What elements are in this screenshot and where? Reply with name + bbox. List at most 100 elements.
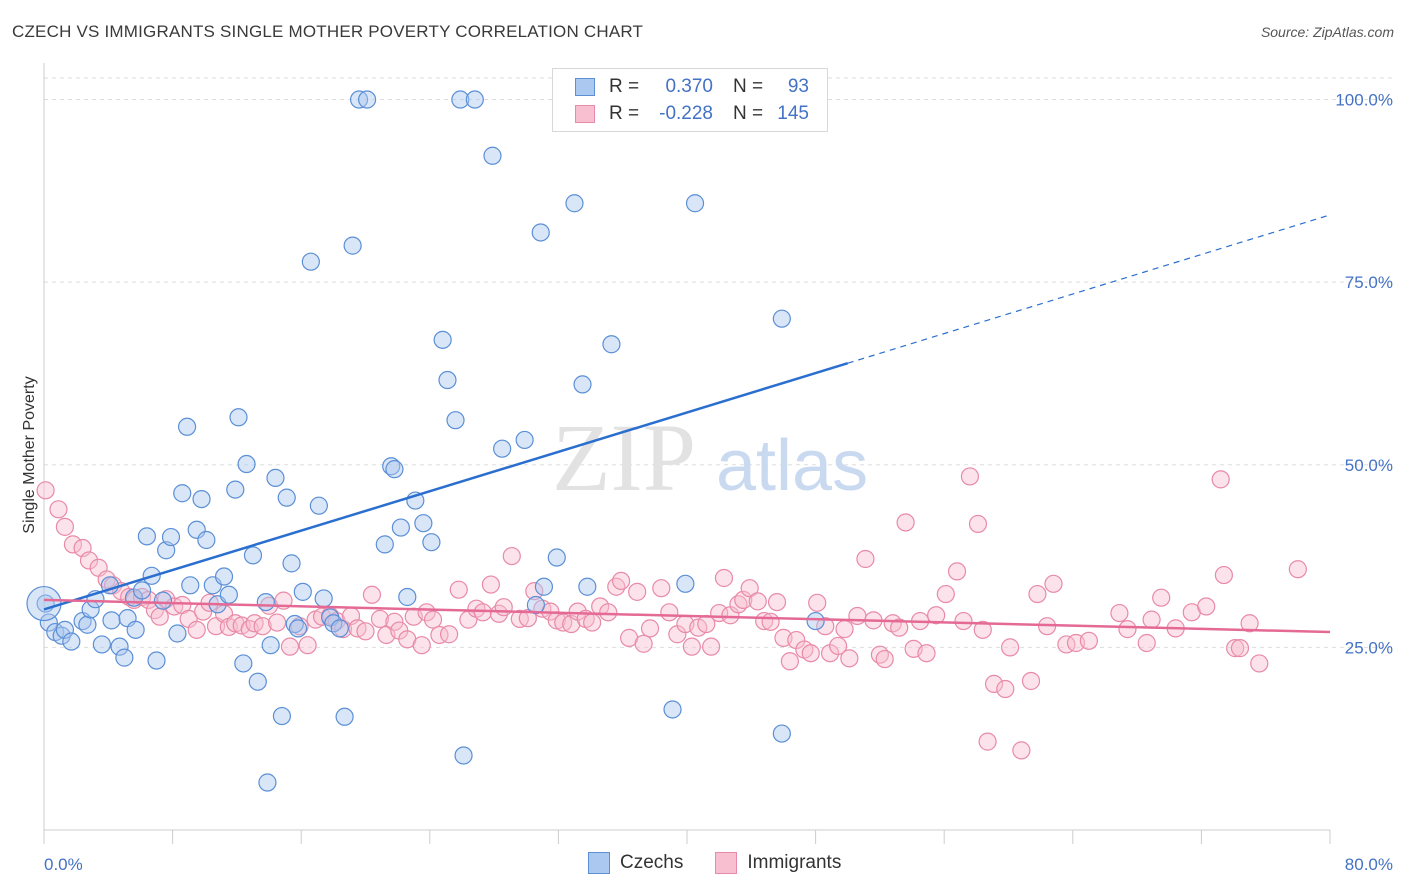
data-point	[92, 635, 111, 654]
data-point	[1152, 588, 1171, 607]
data-point	[181, 576, 200, 595]
data-point	[740, 579, 759, 598]
data-point	[150, 607, 169, 626]
data-point	[547, 548, 566, 567]
data-point	[835, 620, 854, 639]
source-label: Source: ZipAtlas.com	[1260, 24, 1394, 40]
data-point	[767, 592, 787, 612]
immigrants-legend-label: Immigrants	[747, 852, 842, 873]
data-point	[62, 632, 81, 651]
data-point	[382, 457, 401, 476]
data-point	[430, 625, 449, 645]
data-point	[248, 672, 267, 691]
data-point	[266, 468, 285, 488]
data-point	[293, 582, 312, 601]
data-point	[439, 625, 459, 644]
data-point	[253, 617, 272, 636]
legend-item-czechs[interactable]: Czechs	[588, 852, 683, 874]
data-point	[808, 593, 827, 612]
data-point	[996, 679, 1015, 699]
data-point	[714, 568, 734, 588]
data-point	[258, 773, 277, 792]
data-point	[234, 654, 253, 673]
data-point	[137, 527, 156, 546]
grid-lines	[44, 77, 1393, 648]
data-point	[375, 535, 394, 554]
data-point	[829, 636, 848, 656]
data-point	[449, 580, 468, 599]
data-point	[451, 90, 470, 109]
legend-item-immigrants[interactable]: Immigrants	[715, 852, 841, 874]
correlation-legend: R = 0.370 N = 93 R = -0.228 N = 145	[552, 68, 828, 132]
data-point	[197, 530, 216, 550]
legend-row-immigrants: R = -0.228 N = 145	[575, 102, 809, 126]
data-point	[277, 488, 296, 507]
n-label: N =	[733, 103, 764, 124]
data-point	[481, 575, 500, 594]
data-point	[856, 549, 875, 569]
data-point	[139, 590, 158, 610]
data-point	[494, 598, 513, 617]
data-point	[229, 408, 248, 427]
data-point	[417, 603, 436, 622]
data-point	[78, 615, 97, 634]
data-point	[663, 700, 682, 719]
data-point	[237, 454, 256, 474]
data-point	[282, 554, 301, 573]
data-point	[358, 90, 377, 109]
data-point	[1057, 635, 1076, 654]
y-tick-label: 25.0%	[1345, 638, 1393, 657]
data-point	[611, 571, 631, 591]
y-tick-labels: 25.0% 50.0% 75.0% 100.0%	[1335, 91, 1393, 658]
data-point	[840, 649, 859, 668]
data-point	[493, 439, 512, 458]
data-point	[1110, 603, 1129, 623]
data-point	[772, 724, 791, 743]
data-point	[685, 194, 705, 213]
data-point	[214, 567, 234, 586]
data-point	[984, 674, 1004, 694]
data-point	[298, 636, 317, 655]
data-point	[682, 637, 701, 656]
czechs-trend-line	[43, 362, 849, 611]
data-point	[398, 587, 417, 607]
data-point	[947, 562, 967, 581]
data-point	[433, 330, 452, 349]
data-point	[370, 609, 390, 628]
data-point	[483, 146, 502, 165]
data-point	[219, 585, 238, 604]
data-point	[676, 574, 695, 593]
data-point	[973, 620, 992, 639]
data-point	[192, 489, 211, 509]
data-point	[168, 624, 187, 643]
data-point	[465, 90, 484, 109]
data-point	[79, 551, 99, 570]
data-point	[288, 619, 308, 638]
data-point	[1012, 741, 1031, 760]
data-point	[890, 618, 909, 637]
data-point	[960, 467, 980, 486]
data-point	[473, 603, 492, 622]
data-point	[55, 517, 74, 536]
data-point	[1021, 671, 1041, 691]
x-tick-min: 0.0%	[44, 855, 83, 874]
y-tick-label: 50.0%	[1345, 456, 1393, 475]
data-point-large	[26, 585, 62, 622]
data-point	[1214, 565, 1234, 585]
data-point	[801, 644, 820, 663]
data-point	[52, 626, 71, 645]
data-point	[573, 375, 592, 394]
data-point	[702, 637, 721, 656]
data-point	[848, 606, 867, 626]
data-point	[335, 707, 354, 726]
immigrants-legend-swatch	[715, 852, 738, 874]
czechs-legend-swatch	[588, 852, 610, 874]
axes	[43, 63, 1331, 844]
data-point	[362, 585, 382, 604]
czechs-swatch	[575, 78, 595, 96]
data-point	[226, 480, 245, 499]
trend-lines	[43, 214, 1331, 634]
data-point	[115, 648, 134, 667]
data-point	[531, 223, 550, 242]
data-point	[422, 533, 441, 552]
